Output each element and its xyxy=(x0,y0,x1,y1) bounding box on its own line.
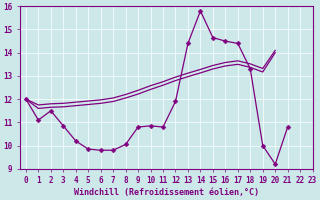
X-axis label: Windchill (Refroidissement éolien,°C): Windchill (Refroidissement éolien,°C) xyxy=(74,188,259,197)
